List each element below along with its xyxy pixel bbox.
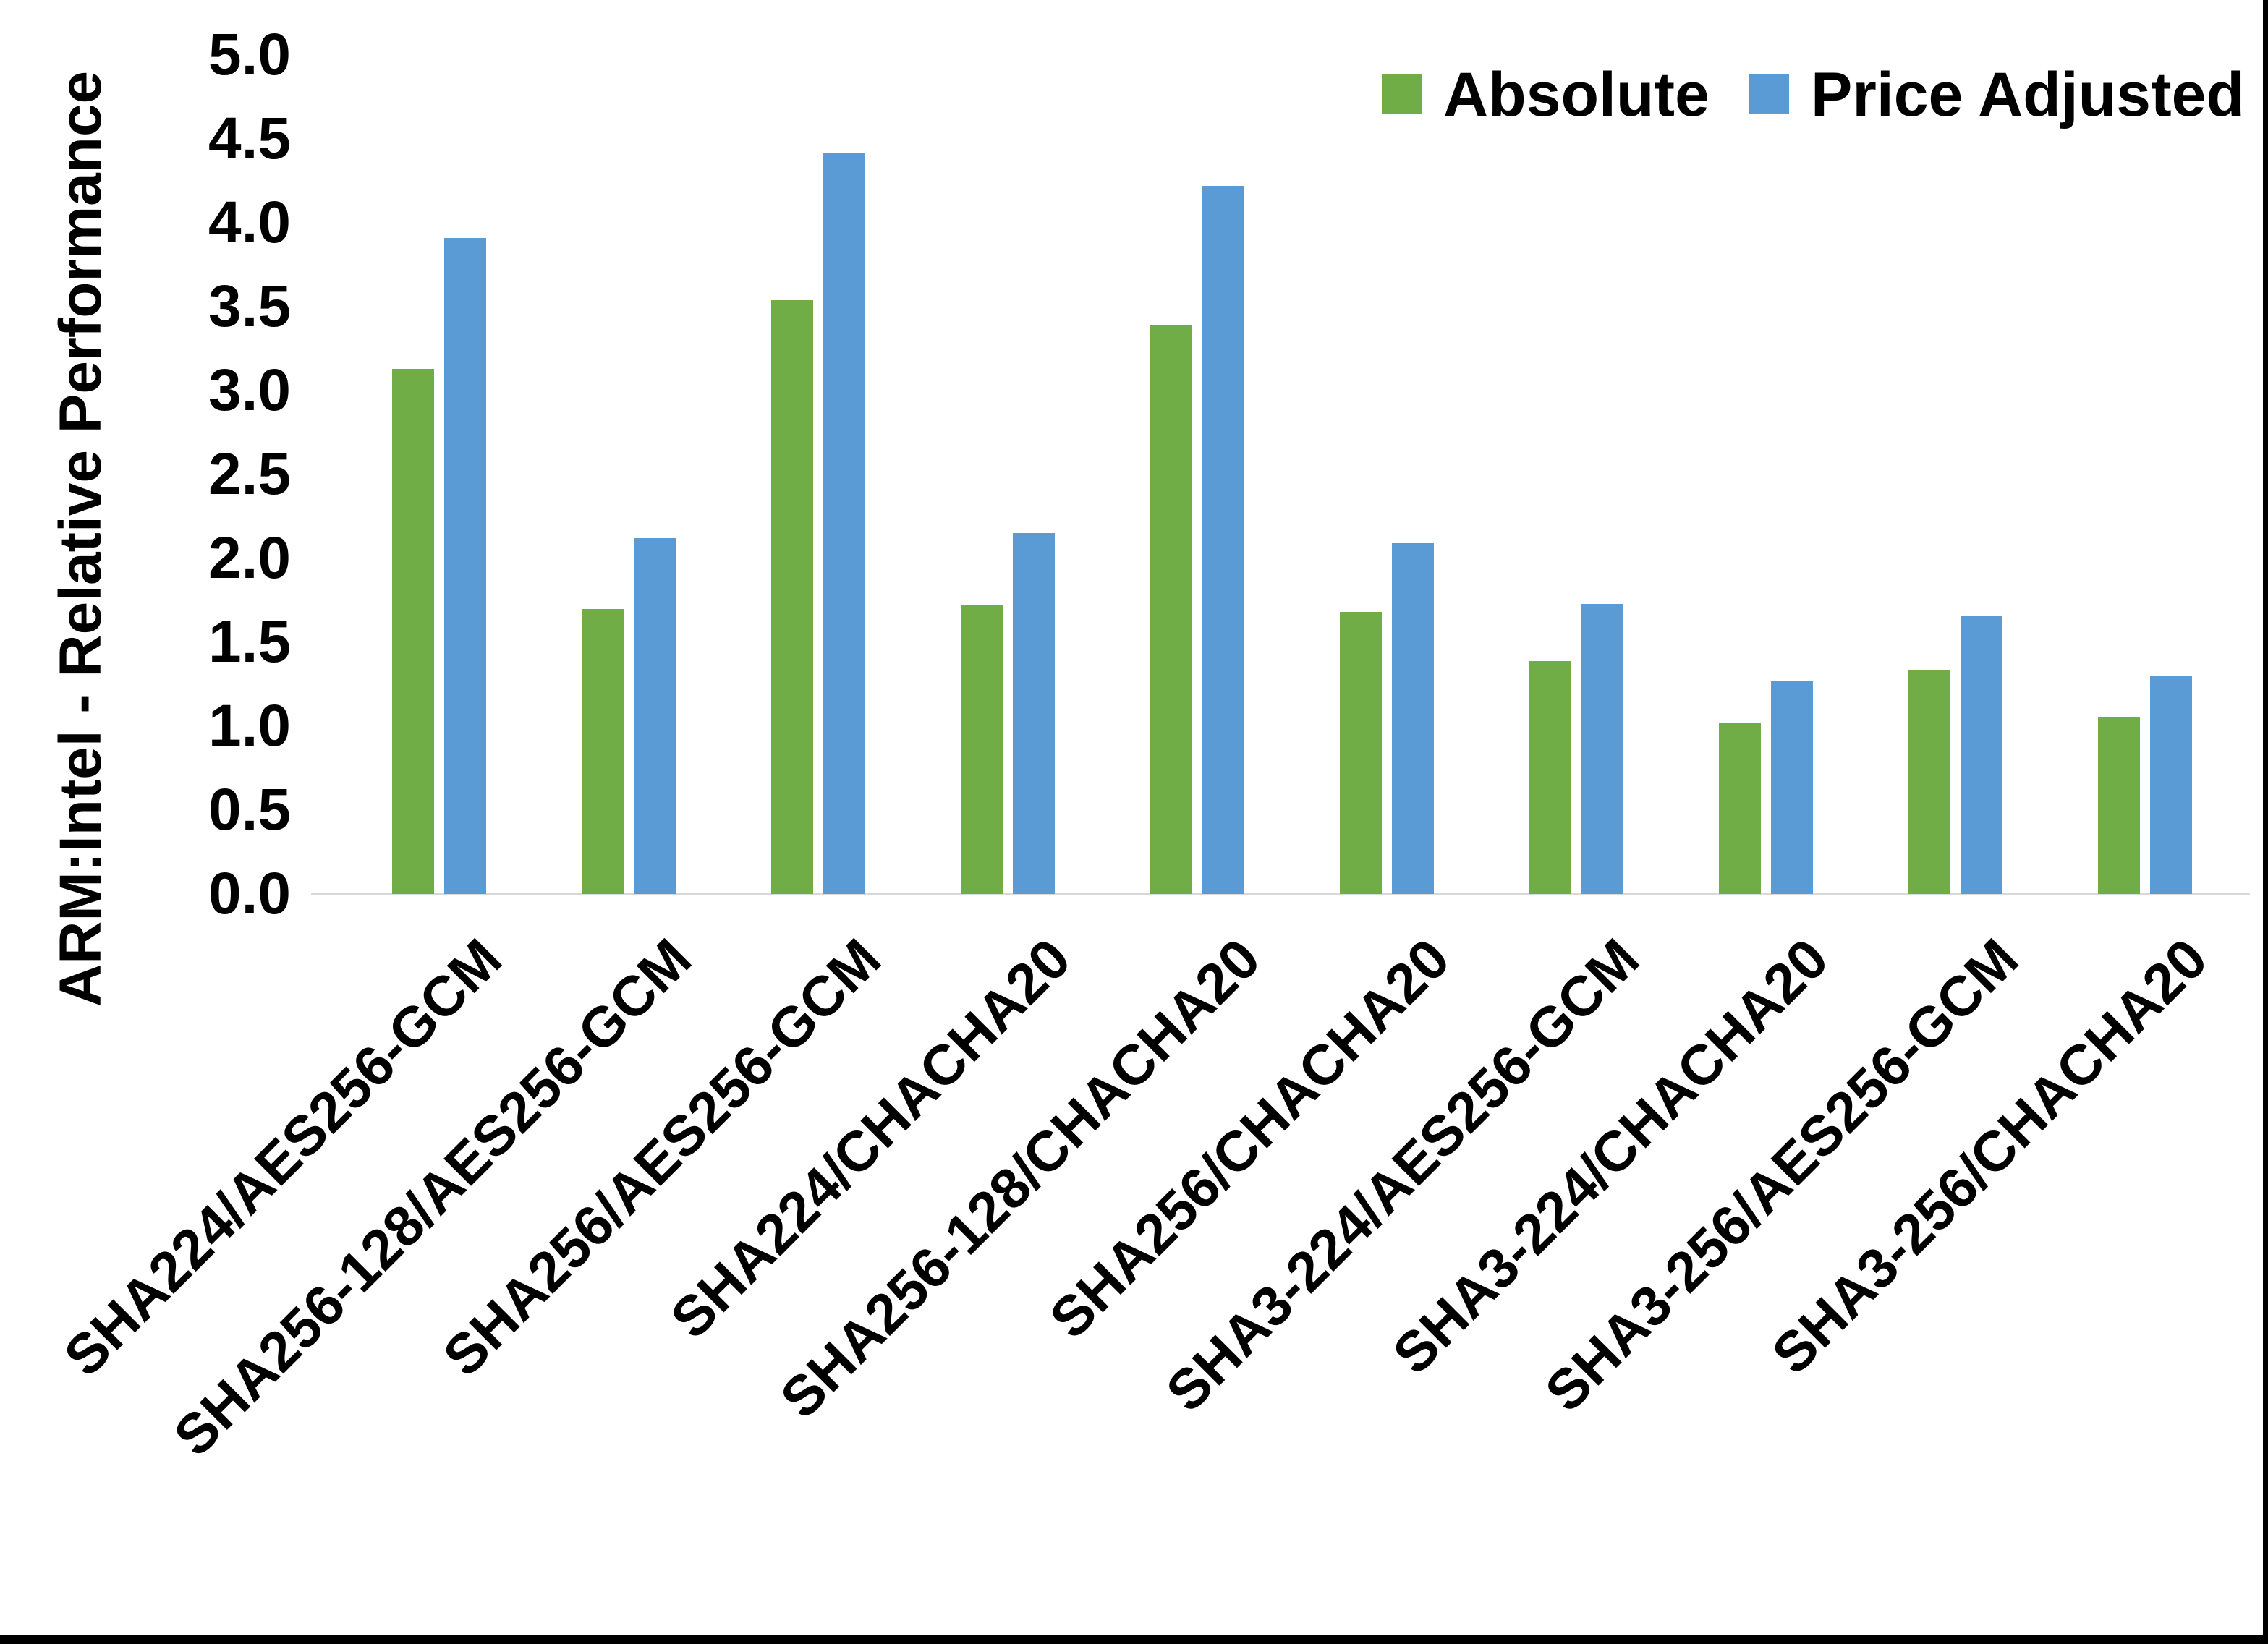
- y-tick-label: 4.5: [208, 106, 291, 171]
- y-tick-label: 5.0: [208, 22, 291, 88]
- y-tick-label: 1.0: [208, 693, 291, 759]
- bar-price-adjusted: [823, 153, 865, 894]
- y-tick-label: 2.0: [208, 525, 291, 591]
- legend-swatch-price-adjusted: [1749, 74, 1789, 114]
- y-axis-title: ARM:Intel - Relative Performance: [48, 70, 114, 1008]
- bar-absolute: [771, 300, 813, 894]
- y-tick-label: 3.5: [208, 273, 291, 339]
- bar-absolute: [1719, 723, 1761, 894]
- bar-price-adjusted: [1392, 543, 1434, 894]
- screenshot-right-border: [2263, 0, 2268, 1644]
- bar-absolute: [1529, 661, 1571, 894]
- bar-price-adjusted: [444, 238, 486, 894]
- y-tick-label: 1.5: [208, 609, 291, 675]
- y-tick-label: 0.5: [208, 777, 291, 843]
- bar-absolute: [961, 605, 1003, 894]
- legend-swatch-absolute: [1382, 74, 1422, 114]
- y-tick-label: 4.0: [208, 189, 291, 255]
- bar-absolute: [1150, 325, 1192, 894]
- legend-label-absolute: Absolute: [1443, 60, 1710, 129]
- bar-price-adjusted: [634, 538, 676, 894]
- bar-price-adjusted: [2150, 676, 2192, 894]
- bar-price-adjusted: [1771, 681, 1813, 894]
- bar-price-adjusted: [1202, 186, 1244, 894]
- legend-label-price-adjusted: Price Adjusted: [1811, 60, 2244, 129]
- y-tick-label: 3.0: [208, 357, 291, 423]
- bar-absolute: [1340, 612, 1382, 894]
- y-tick-label: 0.0: [208, 861, 291, 927]
- y-tick-label: 2.5: [208, 441, 291, 507]
- bar-price-adjusted: [1961, 616, 2002, 894]
- x-axis-line: [311, 893, 2250, 895]
- bar-price-adjusted: [1013, 533, 1055, 894]
- bar-absolute: [582, 609, 624, 894]
- bar-absolute: [392, 369, 434, 894]
- bar-absolute: [2098, 717, 2140, 894]
- bar-price-adjusted: [1581, 604, 1623, 894]
- bar-absolute: [1908, 670, 1950, 894]
- screenshot-bottom-border: [0, 1635, 2268, 1644]
